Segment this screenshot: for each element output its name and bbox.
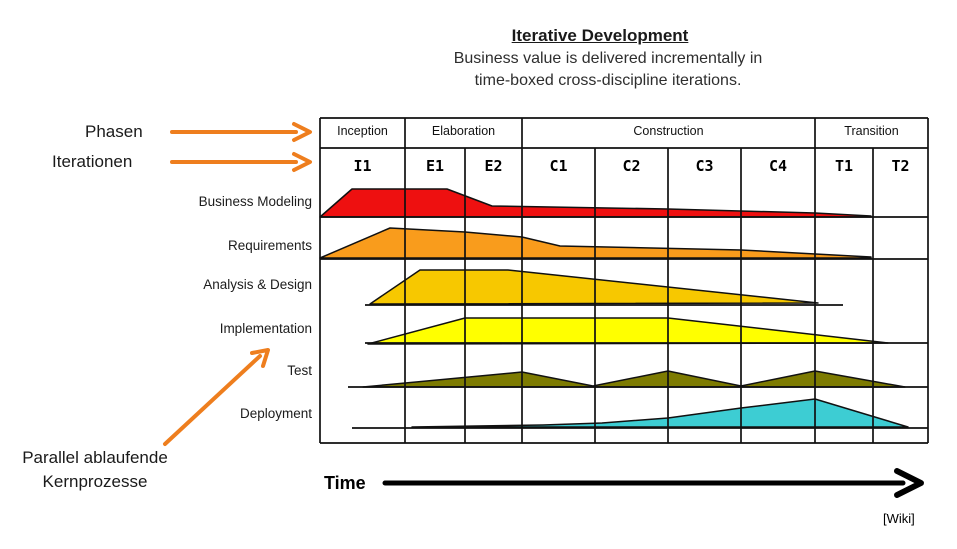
iteration-cell-e1: E1	[425, 157, 445, 175]
parallel-processes-arrow-head-icon	[250, 348, 270, 368]
iteration-cell-t1: T1	[834, 157, 854, 175]
iteration-cell-c2: C2	[622, 157, 641, 175]
parallel-processes-line2: Kernprozesse	[42, 472, 148, 491]
hump-implementation	[367, 317, 889, 345]
phase-cell-inception: Inception	[337, 124, 388, 138]
row-label-business-modeling: Business Modeling	[198, 194, 312, 209]
iteration-cell-c3: C3	[695, 157, 714, 175]
parallel-processes-arrow	[163, 354, 262, 446]
row-label-test: Test	[287, 363, 312, 378]
row-label-implementation: Implementation	[219, 321, 312, 336]
iteration-cell-e2: E2	[484, 157, 503, 175]
table-grid	[319, 117, 929, 444]
parallel-processes-line1: Parallel ablaufende	[22, 448, 168, 467]
iteration-cell-i1: I1	[353, 157, 372, 175]
page-subtitle-line1: Business value is delivered incrementall…	[453, 50, 763, 67]
iteration-cell-c1: C1	[549, 157, 568, 175]
page-title: Iterative Development	[511, 26, 689, 45]
phase-cell-construction: Construction	[633, 124, 704, 138]
time-axis-label: Time	[324, 473, 366, 493]
hump-test	[362, 370, 906, 388]
parallel-processes-annotation: Parallel ablaufende Kernprozesse	[0, 446, 193, 494]
phases-arrow-head-icon	[292, 122, 312, 142]
iterations-annotation-label: Iterationen	[52, 152, 133, 171]
row-label-deployment: Deployment	[239, 406, 312, 421]
phase-cell-transition: Transition	[844, 124, 899, 138]
hump-requirements	[319, 227, 872, 259]
source-attribution: [Wiki]	[883, 511, 915, 526]
iteration-cell-c4: C4	[768, 157, 788, 175]
time-arrow-head-icon	[894, 468, 924, 498]
hump-analysis-design	[369, 269, 819, 305]
hump-deployment	[411, 398, 909, 428]
row-label-analysis-design: Analysis & Design	[203, 277, 312, 292]
iteration-cell-t2: T2	[891, 157, 910, 175]
phases-annotation-label: Phasen	[85, 122, 143, 141]
row-label-requirements: Requirements	[227, 238, 312, 253]
page-subtitle-line2: time-boxed cross-discipline iterations.	[474, 72, 742, 89]
phase-cell-elaboration: Elaboration	[431, 124, 496, 138]
iterations-arrow-head-icon	[292, 152, 312, 172]
